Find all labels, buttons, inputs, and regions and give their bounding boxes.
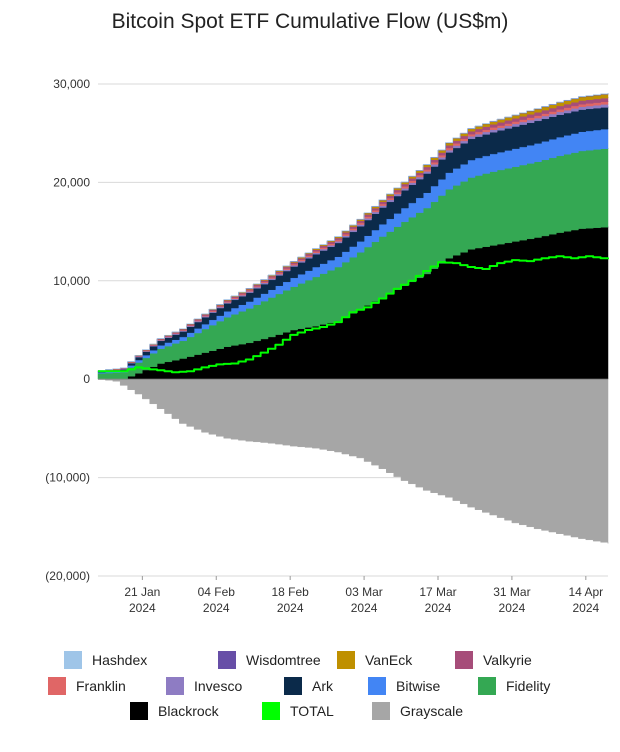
y-tick-label-3: 0 (83, 372, 90, 386)
x-tick-year-4: 2024 (425, 601, 452, 615)
total-line (98, 255, 609, 374)
legend-label-hashdex: Hashdex (92, 652, 147, 668)
legend-swatch-fidelity (478, 677, 496, 695)
legend-item-ark[interactable]: Ark (284, 677, 334, 695)
legend-item-vaneck[interactable]: VanEck (337, 651, 413, 669)
legend-label-fidelity: Fidelity (506, 678, 550, 694)
legend-item-bitwise[interactable]: Bitwise (368, 677, 441, 695)
x-tick-label-5: 31 Mar (493, 585, 530, 599)
legend-label-invesco: Invesco (194, 678, 242, 694)
legend-item-valkyrie[interactable]: Valkyrie (455, 651, 532, 669)
legend-swatch-wisdomtree (218, 651, 236, 669)
legend-label-vaneck: VanEck (365, 652, 413, 668)
x-tick-year-2: 2024 (277, 601, 304, 615)
total-line-layer (98, 255, 609, 374)
x-tick-label-1: 04 Feb (198, 585, 236, 599)
legend-item-blackrock[interactable]: Blackrock (130, 702, 220, 720)
legend-swatch-vaneck (337, 651, 355, 669)
legend-item-grayscale[interactable]: Grayscale (372, 702, 463, 720)
legend-label-grayscale: Grayscale (400, 703, 463, 719)
x-tick-year-0: 2024 (129, 601, 156, 615)
y-tick-label-1: 20,000 (53, 175, 90, 189)
legend-swatch-grayscale (372, 702, 390, 720)
x-tick-year-6: 2024 (572, 601, 599, 615)
legend-swatch-hashdex (64, 651, 82, 669)
y-tick-label-2: 10,000 (53, 274, 90, 288)
legend-item-total[interactable]: TOTAL (262, 702, 334, 720)
legend-item-wisdomtree[interactable]: Wisdomtree (218, 651, 321, 669)
x-tick-label-0: 21 Jan (124, 585, 160, 599)
stacked-areas (97, 93, 609, 544)
x-axis: 21 Jan 2024 04 Feb 2024 18 Feb 2024 03 Mar 2024… (124, 576, 603, 615)
legend-label-total: TOTAL (290, 703, 334, 719)
legend-item-fidelity[interactable]: Fidelity (478, 677, 550, 695)
y-tick-label-0: 30,000 (53, 77, 90, 91)
legend-swatch-franklin (48, 677, 66, 695)
legend-swatch-blackrock (130, 702, 148, 720)
legend-swatch-valkyrie (455, 651, 473, 669)
y-tick-label-5: (20,000) (45, 569, 90, 583)
x-tick-year-5: 2024 (499, 601, 526, 615)
legend-swatch-total (262, 702, 280, 720)
area-hashdex (97, 93, 609, 371)
legend-item-franklin[interactable]: Franklin (48, 677, 126, 695)
legend-label-bitwise: Bitwise (396, 678, 441, 694)
legend-label-valkyrie: Valkyrie (483, 652, 532, 668)
legend-label-franklin: Franklin (76, 678, 126, 694)
y-axis: 30,000 20,000 10,000 0 (10,000) (20,000) (45, 77, 90, 583)
legend-item-hashdex[interactable]: Hashdex (64, 651, 147, 669)
x-tick-label-3: 03 Mar (345, 585, 382, 599)
area-grayscale (98, 378, 609, 544)
x-tick-year-3: 2024 (351, 601, 378, 615)
legend-label-ark: Ark (312, 678, 334, 694)
legend-label-blackrock: Blackrock (158, 703, 220, 719)
y-tick-label-4: (10,000) (45, 471, 90, 485)
legend: Hashdex Wisdomtree VanEck Valkyrie Franklin I… (48, 651, 550, 720)
x-tick-year-1: 2024 (203, 601, 230, 615)
x-tick-label-2: 18 Feb (271, 585, 309, 599)
legend-label-wisdomtree: Wisdomtree (246, 652, 321, 668)
legend-swatch-ark (284, 677, 302, 695)
legend-swatch-bitwise (368, 677, 386, 695)
x-tick-label-6: 14 Apr (568, 585, 603, 599)
chart-title: Bitcoin Spot ETF Cumulative Flow (US$m) (111, 10, 509, 33)
x-tick-label-4: 17 Mar (419, 585, 456, 599)
legend-swatch-invesco (166, 677, 184, 695)
legend-item-invesco[interactable]: Invesco (166, 677, 242, 695)
